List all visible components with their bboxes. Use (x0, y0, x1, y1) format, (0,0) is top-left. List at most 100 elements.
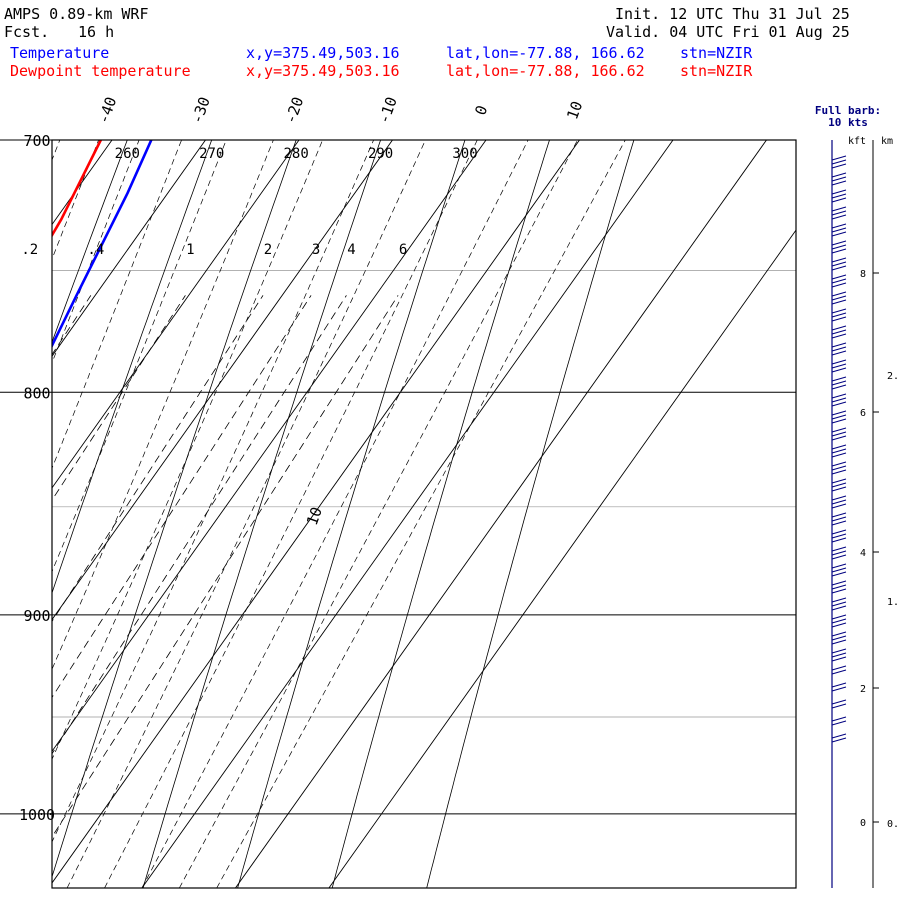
mixing-ratio-label: 1 (186, 242, 194, 258)
pressure-tick-label: 900 (23, 607, 50, 625)
wind-barbs (831, 155, 847, 743)
mixing-ratio-label: 4 (347, 242, 355, 258)
legend-temperature-xy: x,y=375.49,503.16 (246, 44, 400, 62)
wind-barb-flag (831, 278, 847, 284)
wind-barb-flag (831, 720, 847, 726)
wind-barb-flag (831, 699, 847, 705)
wind-barb-flag (831, 563, 847, 569)
legend-temperature-latlon: lat,lon=-77.88, 166.62 (446, 44, 645, 62)
temperature-profile (52, 140, 153, 349)
isotherm-line (141, 140, 674, 888)
wind-barb-flag (831, 155, 847, 161)
wind-barb-flag (831, 669, 847, 675)
wind-barb-flag (831, 520, 847, 526)
wind-barb-flag (831, 176, 847, 182)
chart-labels: 700 800 900 1000 -40 -30 -20 -10 0 10 10 260 270 280 2… (19, 94, 586, 823)
wind-barb-flag (831, 571, 847, 577)
dry-adiabat-line (426, 140, 635, 888)
wind-barb-flag (831, 261, 847, 267)
wind-barb-flag (831, 244, 847, 250)
wind-barb-flag (831, 384, 847, 390)
wind-barb-flag (831, 312, 847, 318)
wind-barb-flag (831, 363, 847, 369)
wind-barb-flag (831, 163, 847, 169)
wind-barb-flag (831, 189, 847, 195)
moist-adiabat-line (104, 140, 478, 888)
dry-adiabat-label: 290 (368, 146, 393, 162)
wind-barb-flag (831, 703, 847, 709)
wind-barb-flag (831, 461, 847, 467)
wind-barb-flag (831, 308, 847, 314)
wind-barb-flag (831, 588, 847, 594)
isotherm-lines (0, 140, 796, 888)
dry-adiabat-label: 260 (115, 146, 140, 162)
dry-adiabat-line (52, 140, 297, 879)
legend-dewpoint-name: Dewpoint temperature (10, 62, 191, 80)
wind-barb-flag (831, 159, 847, 165)
wind-barb-flag (831, 431, 847, 437)
kft-tick-label: 4 (860, 548, 866, 559)
mixing-ratio-label: .4 (87, 242, 104, 258)
km-tick-label: 0. (887, 819, 899, 830)
isotherm-label: -20 (281, 94, 307, 126)
init-time: Init. 12 UTC Thu 31 Jul 25 (615, 5, 850, 23)
dry-adiabat-line (237, 140, 466, 888)
dry-adiabat-line (52, 140, 213, 595)
wind-barb-flag (831, 495, 847, 501)
wind-barb-flag (831, 325, 847, 331)
mixing-ratio-label: .2 (21, 242, 38, 258)
wind-barb-flag (831, 499, 847, 505)
wind-barb-flag (831, 397, 847, 403)
wind-barb-flag (831, 172, 847, 178)
mixing-ratio-label: 6 (399, 242, 407, 258)
km-tick-label: 1. (887, 597, 899, 608)
wind-barb-flag (831, 503, 847, 509)
wind-barb-flag (831, 316, 847, 322)
wind-barb-flag (831, 227, 847, 233)
wind-barb-flag (831, 635, 847, 641)
wind-barb-flag (831, 682, 847, 688)
dry-adiabat-line (52, 140, 128, 344)
km-label: km (881, 136, 893, 147)
kft-label: kft (848, 136, 866, 147)
wind-barb-flag (831, 622, 847, 628)
valid-time: Valid. 04 UTC Fri 01 Aug 25 (606, 23, 850, 41)
wind-barb-flag (831, 648, 847, 654)
mixing-ratio-line (52, 295, 312, 699)
wind-barb-flag (831, 639, 847, 645)
wind-barb-flag (831, 333, 847, 339)
moist-adiabat-line (52, 140, 374, 843)
wind-barb-flag (831, 631, 847, 637)
wind-barb-flag (831, 197, 847, 203)
wind-barb-flag (831, 686, 847, 692)
wind-barb-flag (831, 448, 847, 454)
kft-tick-label: 6 (860, 408, 866, 419)
model-title: AMPS 0.89-km WRF (4, 5, 149, 23)
wind-barb-flag (831, 618, 847, 624)
moist-adiabat-line (216, 140, 626, 888)
moist-adiabat-line (52, 140, 274, 670)
wind-barb-flag (831, 427, 847, 433)
isotherm-line (0, 140, 19, 888)
wind-barb-flag (831, 716, 847, 722)
isotherm-line (52, 140, 487, 753)
wind-barb-flag (831, 257, 847, 263)
km-tick-label: 2. (887, 371, 899, 382)
legend-dewpoint-latlon: lat,lon=-77.88, 166.62 (446, 62, 645, 80)
wind-barb-flag (831, 614, 847, 620)
wind-barb-flag (831, 605, 847, 611)
wind-barb-flag (831, 584, 847, 590)
dry-adiabat-label: 270 (199, 146, 224, 162)
wind-barb-flag (831, 529, 847, 535)
wind-barb-flag (831, 410, 847, 416)
isotherm-label: 10 (303, 505, 326, 528)
isotherm-label: 0 (471, 103, 491, 118)
mixing-ratio-label: 2 (264, 242, 272, 258)
wind-title-line2: 10 kts (828, 116, 868, 129)
wind-barb-flag (831, 214, 847, 220)
mixing-ratio-line (52, 295, 264, 623)
wind-barb-flag (831, 733, 847, 739)
wind-barb-flag (831, 210, 847, 216)
moist-adiabat-line (52, 140, 323, 760)
